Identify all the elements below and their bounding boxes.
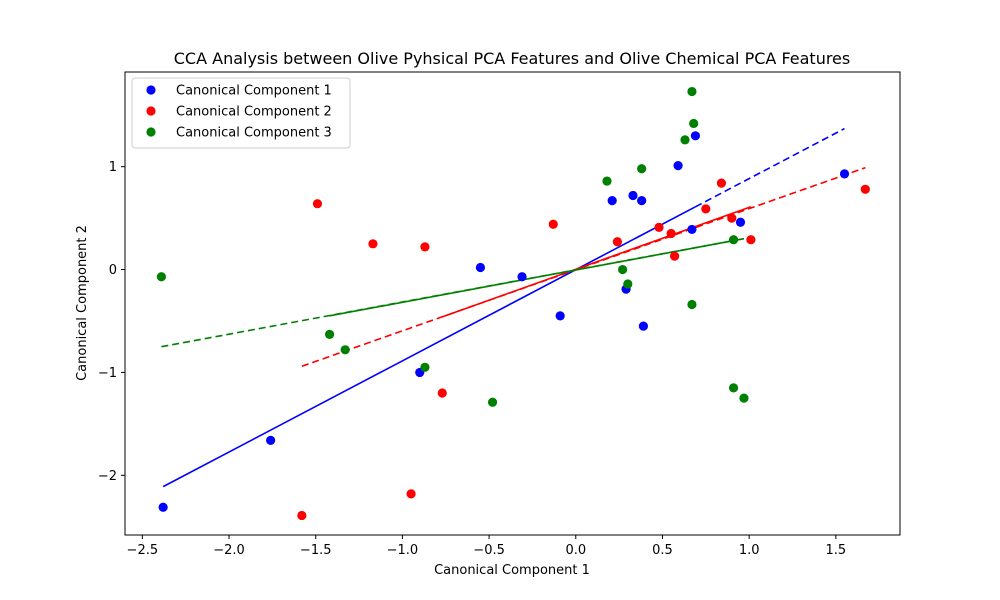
series-2-point: [406, 489, 416, 499]
legend-marker-2: [146, 106, 156, 116]
series-2-point: [666, 228, 676, 239]
y-tick-label: −2: [98, 469, 117, 484]
x-tick-label: −1.5: [300, 543, 332, 558]
series-2-point: [420, 242, 430, 252]
x-tick-label: 0.0: [565, 543, 586, 558]
series-1-point: [638, 321, 649, 331]
y-axis-label: Canonical Component 2: [75, 225, 90, 381]
series-2-point: [670, 251, 680, 261]
series-3-point: [324, 329, 335, 339]
series-3-point: [617, 264, 628, 275]
series-1-point: [690, 131, 701, 141]
y-tick-label: 0: [109, 263, 117, 278]
series-3-point: [687, 86, 697, 97]
series-1-point: [475, 262, 486, 273]
x-tick-label: −1.0: [387, 543, 419, 558]
x-tick-label: −2.0: [213, 543, 245, 558]
series-1-point: [839, 169, 850, 179]
series-2-point: [312, 199, 323, 209]
series-3-point: [420, 362, 430, 372]
legend-box: [131, 77, 351, 149]
series-1-point: [158, 502, 168, 512]
x-tick-label: 1.0: [739, 543, 760, 558]
legend-label-2: Canonical Component 2: [176, 105, 332, 120]
x-axis-label: Canonical Component 1: [434, 563, 590, 578]
series-3-point: [728, 383, 739, 393]
series-2-point: [368, 239, 378, 249]
series-2-point: [701, 204, 711, 214]
series-3-point: [487, 397, 498, 407]
series-3-point: [739, 393, 749, 403]
y-tick-label: 1: [109, 160, 117, 175]
y-axis-ticks: −2 −1 0 1: [98, 160, 125, 484]
series-3-point: [689, 118, 699, 129]
x-tick-label: −2.5: [127, 543, 159, 558]
series-1-point: [555, 311, 565, 321]
y-tick-label: −1: [98, 366, 117, 381]
series-2-point: [860, 184, 870, 194]
series-3-point: [687, 299, 697, 310]
x-tick-label: 1.5: [826, 543, 847, 558]
legend-label-3: Canonical Component 3: [176, 126, 332, 141]
x-axis-ticks: −2.5 −2.0 −1.5 −1.0 −0.5 0.0 0.5 1.0 1.5: [127, 535, 847, 558]
series-2-point: [437, 388, 447, 398]
data-points: [156, 86, 870, 521]
series-1-point: [517, 272, 527, 282]
series-1-point: [735, 217, 746, 227]
series-1-fit-dashed-line: [695, 127, 845, 208]
series-3-point: [156, 272, 167, 282]
series-1-point: [637, 196, 647, 206]
series-3-point: [602, 176, 612, 186]
series-3-fit-solid-line: [329, 237, 745, 317]
plot-frame: [124, 71, 901, 536]
series-3-point: [680, 135, 690, 145]
series-1-fit-solid-line: [162, 206, 696, 488]
series-1-point: [266, 435, 276, 445]
series-1-point: [687, 224, 697, 235]
legend-label-1: Canonical Component 1: [176, 84, 332, 99]
series-3-point: [340, 345, 350, 355]
series-2-point: [297, 510, 307, 521]
series-1-point: [607, 196, 617, 206]
series-2-fit-solid-line: [442, 206, 752, 318]
legend: Canonical Component 1 Canonical Component…: [131, 77, 351, 149]
x-tick-label: 0.5: [652, 543, 673, 558]
series-2-point: [654, 222, 664, 232]
series-2-point: [612, 237, 622, 247]
legend-marker-3: [146, 127, 156, 137]
series-2-point: [727, 213, 737, 223]
series-1-point: [673, 161, 683, 171]
series-2-point: [746, 235, 756, 245]
fit-lines: [161, 127, 866, 488]
chart-title: CCA Analysis between Olive Pyhsical PCA …: [174, 49, 850, 68]
series-3-point: [623, 279, 633, 289]
series-2-point: [716, 178, 727, 188]
series-3-point: [637, 164, 647, 174]
series-2-point: [548, 219, 558, 229]
legend-marker-1: [146, 85, 156, 95]
x-tick-label: −0.5: [473, 543, 505, 558]
series-3-point: [728, 235, 739, 245]
series-1-point: [628, 190, 638, 201]
